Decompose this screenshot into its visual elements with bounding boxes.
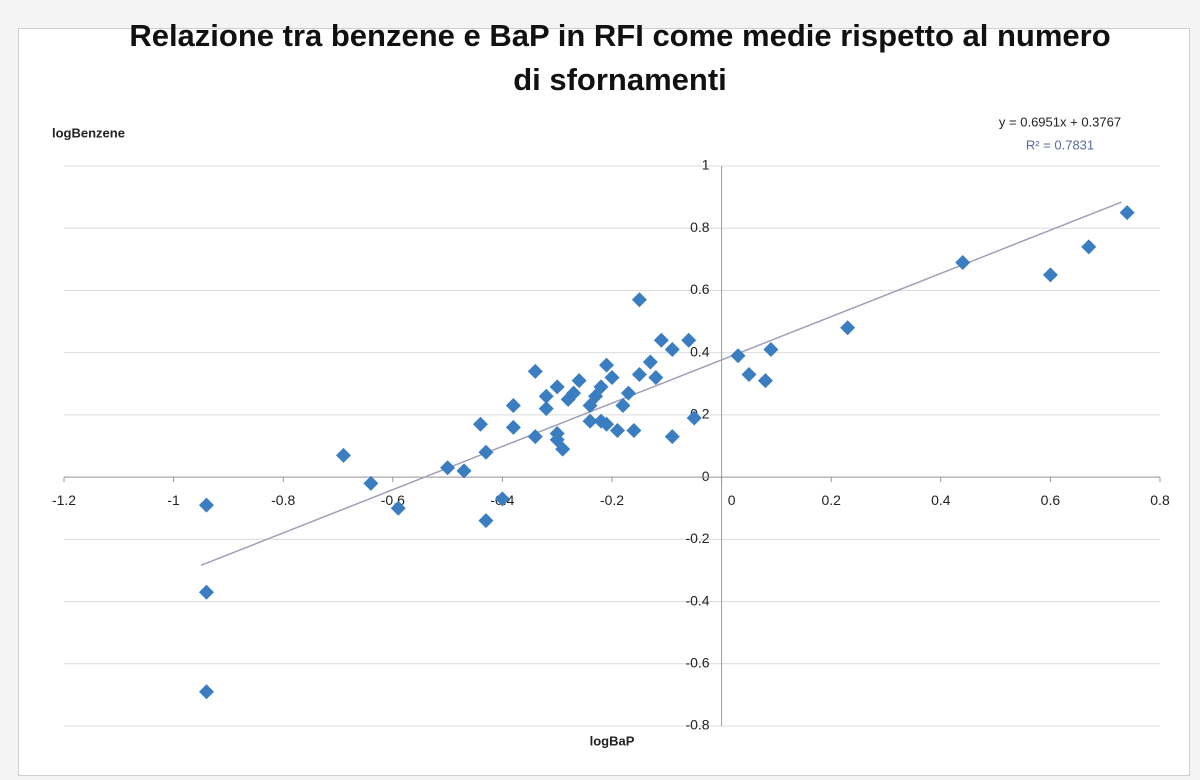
- point: [620, 385, 636, 401]
- x-tick-label: 0: [728, 492, 736, 508]
- x-tick-label: 0.6: [1041, 492, 1061, 508]
- trendline: [200, 201, 1122, 567]
- point: [198, 584, 214, 600]
- point: [549, 379, 565, 395]
- point: [527, 363, 543, 379]
- point: [456, 463, 472, 479]
- point: [686, 410, 702, 426]
- y-tick-label: 0.8: [690, 219, 710, 235]
- point: [626, 422, 642, 438]
- point: [198, 684, 214, 700]
- point: [472, 416, 488, 432]
- point: [615, 398, 631, 414]
- chart-title: Relazione tra benzene e BaP in RFI come …: [129, 18, 1111, 97]
- point: [555, 441, 571, 457]
- point: [505, 398, 521, 414]
- point: [648, 370, 664, 386]
- point: [599, 416, 615, 432]
- x-tick-label: -1.2: [52, 492, 76, 508]
- point: [582, 413, 598, 429]
- x-axis-label: logBaP: [590, 733, 635, 748]
- x-tick-label: 0.8: [1150, 492, 1170, 508]
- point: [505, 419, 521, 435]
- point: [566, 385, 582, 401]
- point: [609, 422, 625, 438]
- point: [571, 373, 587, 389]
- y-axis-label: logBenzene: [52, 125, 125, 140]
- chart-area: [18, 28, 1190, 776]
- point: [1119, 205, 1135, 221]
- point: [478, 513, 494, 529]
- point: [478, 444, 494, 460]
- point: [730, 348, 746, 364]
- point: [363, 475, 379, 491]
- y-tick-label: -0.8: [685, 717, 709, 733]
- point: [599, 357, 615, 373]
- x-tick-label: -0.8: [271, 492, 295, 508]
- y-tick-label: 0.6: [690, 281, 710, 297]
- point: [1081, 239, 1097, 255]
- y-tick-label: -0.6: [685, 654, 709, 670]
- point: [440, 460, 456, 476]
- point: [335, 447, 351, 463]
- point: [681, 332, 697, 348]
- point: [527, 429, 543, 445]
- y-tick-label: -0.4: [685, 592, 709, 608]
- point: [1042, 267, 1058, 283]
- x-tick-label: 0.2: [821, 492, 841, 508]
- point: [538, 401, 554, 417]
- point: [631, 292, 647, 308]
- point: [631, 366, 647, 382]
- point: [494, 491, 510, 507]
- point: [763, 342, 779, 358]
- point: [593, 379, 609, 395]
- point: [757, 373, 773, 389]
- point: [642, 354, 658, 370]
- point: [955, 254, 971, 270]
- x-tick-label: 0.4: [931, 492, 951, 508]
- y-tick-label: 0.4: [690, 343, 710, 359]
- point: [390, 500, 406, 516]
- point: [840, 320, 856, 336]
- point: [604, 370, 620, 386]
- y-tick-label: 1: [702, 157, 710, 173]
- point: [741, 366, 757, 382]
- trendline-equation: y = 0.6951x + 0.3767: [999, 114, 1121, 129]
- point: [198, 497, 214, 513]
- y-tick-label: -0.2: [685, 530, 709, 546]
- point: [664, 342, 680, 358]
- y-tick-label: 0: [702, 468, 710, 484]
- point: [538, 388, 554, 404]
- trendline-r2: R² = 0.7831: [1026, 137, 1094, 152]
- point: [653, 332, 669, 348]
- x-tick-label: -0.2: [600, 492, 624, 508]
- point: [664, 429, 680, 445]
- x-tick-label: -1: [167, 492, 180, 508]
